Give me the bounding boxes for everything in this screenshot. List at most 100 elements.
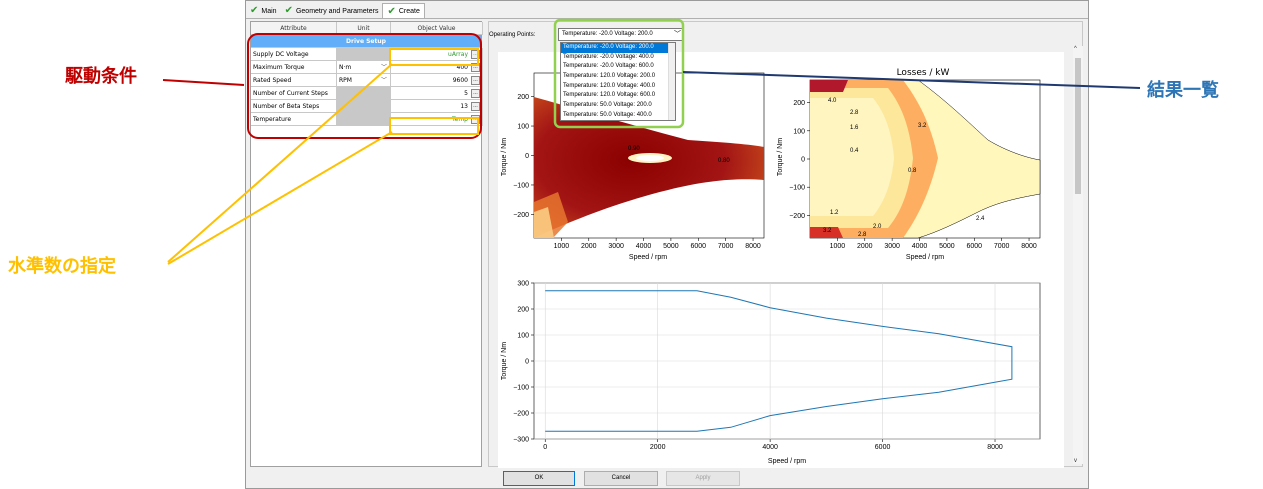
ellipsis-button[interactable]: ... — [471, 63, 480, 72]
unit-dropdown[interactable]: RPM ﹀ — [337, 74, 391, 87]
rated-speed-field[interactable]: 9600... — [391, 74, 483, 87]
dropdown-option[interactable]: Temperature: -20.0 Voltage: 200.0 — [561, 43, 675, 53]
section-drive-setup: Drive Setup — [251, 35, 481, 48]
dropdown-option[interactable]: Temperature: 120.0 Voltage: 200.0 — [563, 73, 656, 80]
unit-cell — [337, 100, 391, 113]
y-tick-label: 200 — [793, 100, 805, 107]
dropdown-option[interactable]: Temperature: -20.0 Voltage: 600.0 — [563, 63, 654, 70]
dropdown-option[interactable]: Temperature: 120.0 Voltage: 400.0 — [563, 82, 656, 89]
annotation-result-list: 結果一覧 — [1147, 80, 1219, 100]
tab-geometry-parameters[interactable]: ✔ Geometry and Parameters — [281, 3, 383, 19]
annotation-drive-conditions: 駆動条件 — [65, 66, 137, 86]
unit-cell — [337, 87, 391, 100]
loss-region — [810, 227, 843, 238]
ellipsis-button[interactable]: ... — [471, 89, 480, 98]
x-tick-label: 8000 — [1021, 243, 1037, 250]
y-tick-label: −200 — [513, 212, 529, 219]
x-tick-label: 7000 — [994, 243, 1010, 250]
tab-label: Geometry and Parameters — [295, 7, 379, 15]
unit-dropdown[interactable]: N·m ﹀ — [337, 61, 391, 74]
ellipsis-button[interactable]: ... — [471, 76, 480, 85]
x-tick-label: 1000 — [830, 243, 846, 250]
contour-label: 3.2 — [918, 123, 927, 129]
x-tick-label: 1000 — [554, 243, 570, 250]
value-text: 5 — [464, 90, 468, 97]
y-axis-label: Torque / Nm — [777, 138, 784, 176]
efficiency-region — [534, 97, 764, 238]
contour-label: 2.0 — [873, 224, 882, 230]
operating-points-dropdown-list[interactable]: Temperature: -20.0 Voltage: 200.0 Temper… — [560, 42, 676, 121]
y-tick-label: −300 — [513, 437, 529, 444]
unit-cell — [337, 48, 391, 61]
grid-row: Temperature Temp... — [251, 113, 483, 126]
x-tick-label: 3000 — [884, 243, 900, 250]
attribute-label: Maximum Torque — [251, 61, 337, 74]
attribute-label: Supply DC Voltage — [251, 48, 337, 61]
tab-label: Create — [398, 8, 420, 15]
value-text: 13 — [460, 103, 468, 110]
contour-label: 2.8 — [850, 110, 859, 116]
dropdown-option[interactable]: Temperature: 50.0 Voltage: 200.0 — [563, 102, 652, 109]
ellipsis-button[interactable]: ... — [471, 115, 480, 124]
column-header-value[interactable]: Object Value — [391, 22, 483, 35]
dropdown-scrollbar[interactable] — [668, 43, 675, 120]
ok-button[interactable]: OK — [503, 471, 575, 486]
plots-svg: y 0.90 0.80 1000200030004000500060007000… — [501, 68, 1041, 465]
contour-label: 1.2 — [830, 210, 839, 216]
grid-row: Number of Beta Steps 13... — [251, 100, 483, 113]
contour-label: 2.4 — [976, 216, 985, 222]
temperature-field[interactable]: Temp... — [391, 113, 483, 126]
check-icon: ✔ — [284, 5, 293, 16]
dropdown-option[interactable]: Temperature: -20.0 Voltage: 400.0 — [563, 53, 654, 60]
x-tick-label: 8000 — [745, 243, 761, 250]
contour-label: 4.0 — [828, 98, 837, 104]
grid-header-row: Attribute Unit Object Value — [251, 22, 483, 35]
column-header-unit[interactable]: Unit — [337, 22, 391, 35]
scroll-thumb[interactable] — [1075, 58, 1081, 194]
x-tick-label: 5000 — [939, 243, 955, 250]
value-text: uArray — [448, 51, 468, 58]
unit-cell — [337, 113, 391, 126]
dropdown-option[interactable]: Temperature: 50.0 Voltage: 400.0 — [563, 111, 652, 118]
maximum-torque-field[interactable]: 400... — [391, 61, 483, 74]
x-tick-label: 4000 — [636, 243, 652, 250]
cancel-button[interactable]: Cancel — [584, 471, 658, 486]
annotation-connector — [162, 79, 245, 86]
scroll-up-icon[interactable]: ^ — [1074, 46, 1077, 52]
tab-divider — [246, 18, 1088, 19]
tab-main[interactable]: ✔ Main — [246, 3, 281, 19]
annotation-level-count: 水準数の指定 — [8, 256, 116, 276]
y-tick-label: −200 — [513, 411, 529, 418]
tab-label: Main — [261, 7, 277, 15]
axes-group: 0 2000 4000 6000 8000 300 200 100 0 −100 −200 −300 — [513, 281, 1040, 451]
column-header-attribute[interactable]: Attribute — [251, 22, 337, 35]
x-axis-label: Speed / rpm — [768, 458, 806, 465]
y-tick-label: 0 — [525, 153, 529, 160]
scroll-down-icon[interactable]: v — [1074, 458, 1077, 464]
ellipsis-button[interactable]: ... — [471, 102, 480, 111]
attribute-label: Number of Current Steps — [251, 87, 337, 100]
operating-points-select[interactable]: Temperature: -20.0 Voltage: 200.0 ﹀ — [558, 28, 684, 41]
vertical-scrollbar[interactable]: ^ v — [1073, 46, 1083, 464]
y-axis-label: Torque / Nm — [501, 342, 508, 380]
efficiency-region — [534, 207, 554, 238]
axes-group: 1000 2000 3000 4000 5000 6000 7000 80002001000−… — [789, 100, 1037, 250]
tab-create[interactable]: ✔ Create — [382, 3, 425, 19]
y-tick-label: −100 — [789, 185, 805, 192]
x-axis-label: Speed / rpm — [629, 254, 667, 261]
ellipsis-button[interactable]: ... — [471, 50, 480, 59]
beta-steps-field[interactable]: 13... — [391, 100, 483, 113]
dropdown-option[interactable]: Temperature: 120.0 Voltage: 600.0 — [563, 92, 656, 99]
y-tick-label: 0 — [801, 157, 805, 164]
y-tick-label: 100 — [517, 124, 529, 131]
y-tick-label: 200 — [517, 94, 529, 101]
supply-dc-voltage-field[interactable]: uArray... — [391, 48, 483, 61]
grid-row: Maximum Torque N·m ﹀ 400... — [251, 61, 483, 74]
x-tick-label: 5000 — [663, 243, 679, 250]
loss-region — [810, 98, 894, 216]
current-steps-field[interactable]: 5... — [391, 87, 483, 100]
unit-text: RPM — [339, 77, 352, 84]
apply-button[interactable]: Apply — [666, 471, 740, 486]
value-text: 9600 — [452, 77, 468, 84]
contour-label: 3.2 — [823, 228, 832, 234]
